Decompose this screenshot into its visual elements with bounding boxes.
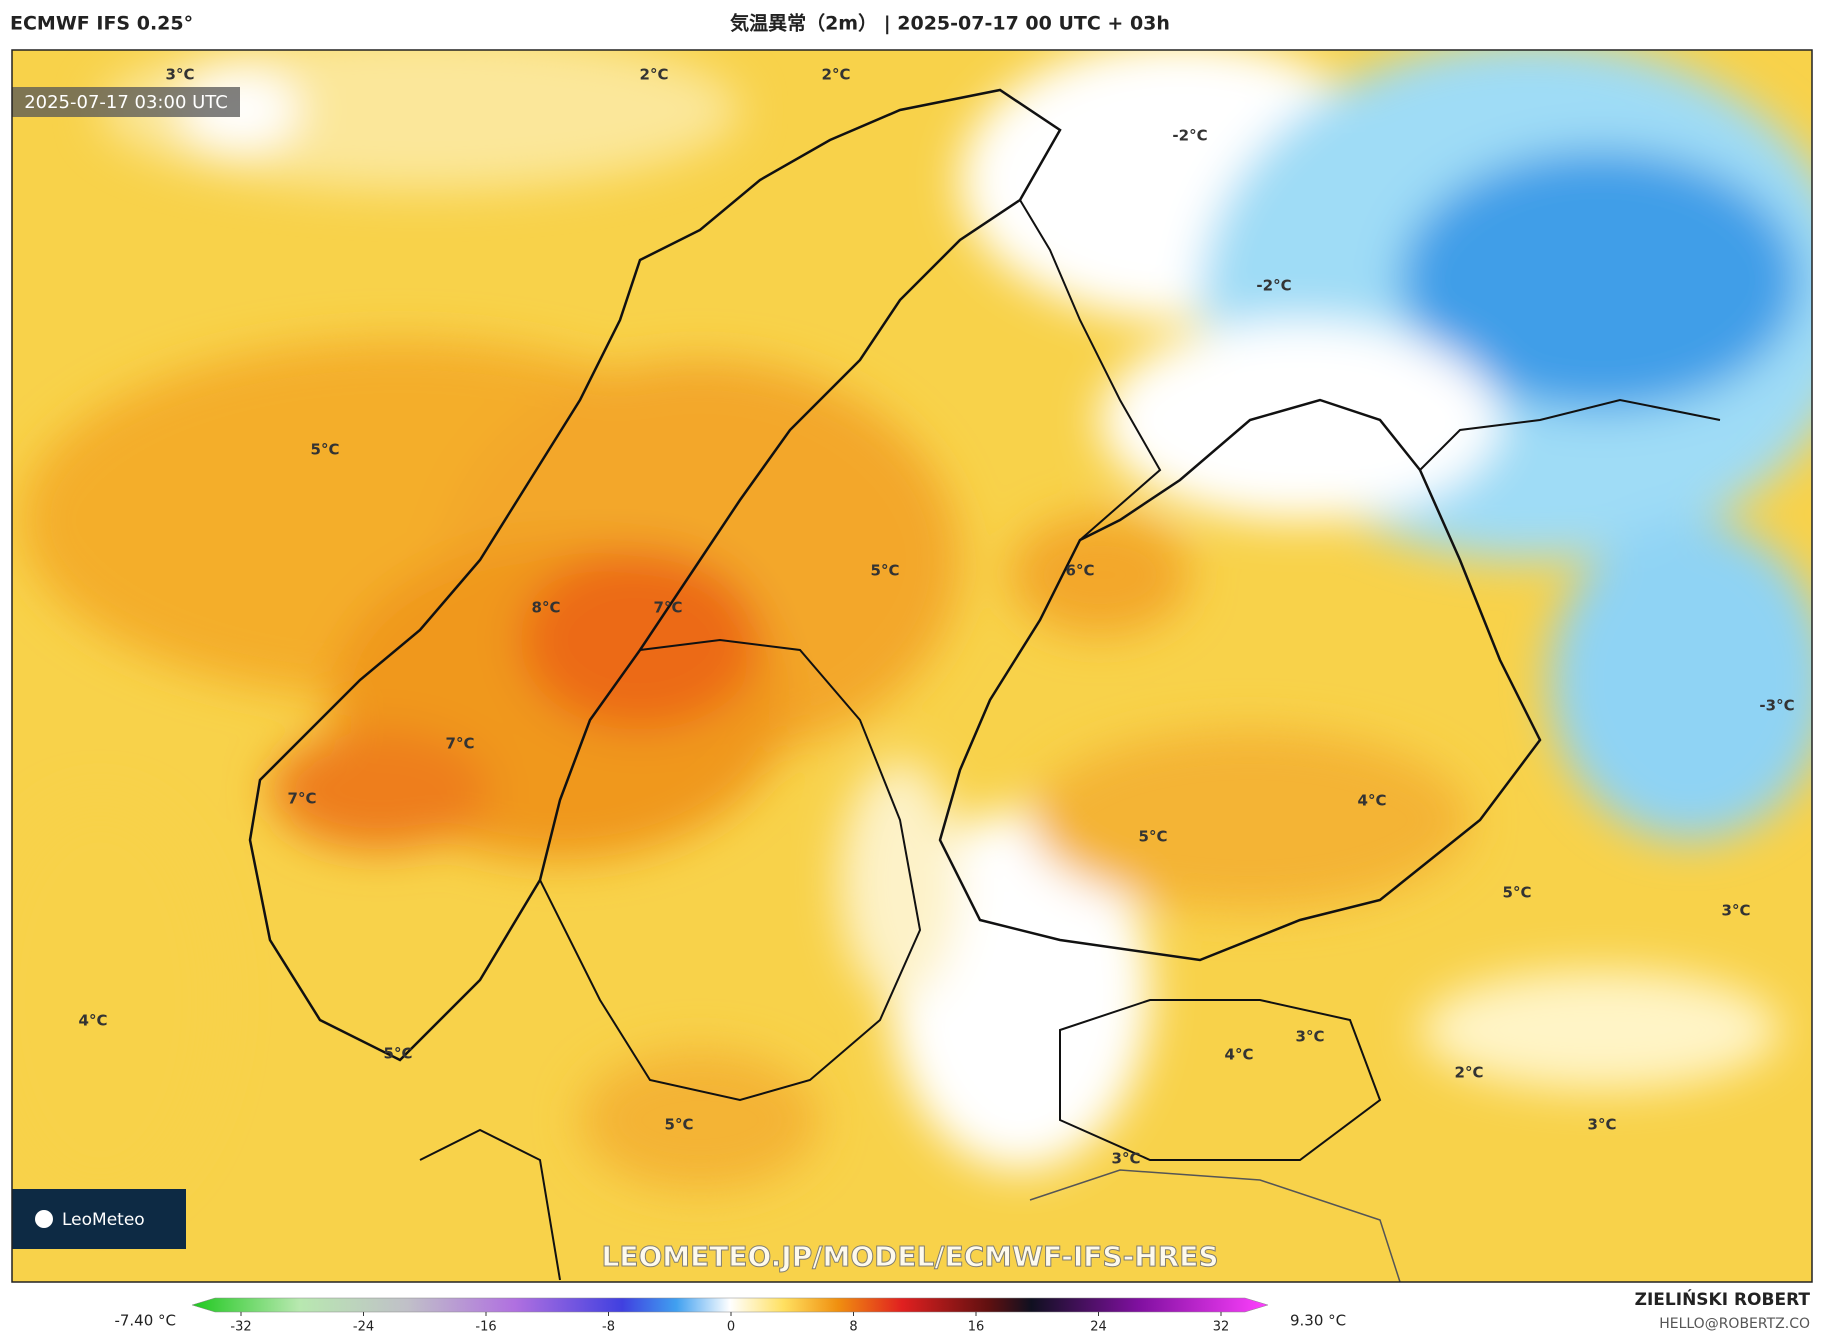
contour-label: 4°C: [1225, 1046, 1254, 1064]
email: HELLO@ROBERTZ.CO: [1659, 1316, 1810, 1332]
map-title: 気温異常（2m） | 2025-07-17 00 UTC + 03h: [730, 12, 1170, 35]
contour-label: 2°C: [822, 66, 851, 84]
contour-labels: 3°C 2°C 2°C -2°C -2°C 5°C 5°C 6°C 8°C 7°…: [79, 66, 1795, 1168]
colorbar-min: -7.40 °C: [114, 1312, 176, 1330]
timestamp: 2025-07-17 03:00 UTC: [24, 92, 228, 113]
contour-label: -2°C: [1256, 277, 1291, 295]
logo-sun: [35, 1210, 53, 1228]
contour-label: 7°C: [654, 599, 683, 617]
contour-label: -2°C: [1172, 127, 1207, 145]
contour-label: 4°C: [1358, 792, 1387, 810]
contour-label: 8°C: [532, 599, 561, 617]
colorbar-tick-label: 16: [968, 1320, 985, 1335]
contour-label: 3°C: [1588, 1116, 1617, 1134]
contour-label: 2°C: [1455, 1064, 1484, 1082]
model-name: ECMWF IFS 0.25°: [10, 13, 193, 35]
map: 3°C 2°C 2°C -2°C -2°C 5°C 5°C 6°C 8°C 7°…: [12, 50, 1812, 1282]
contour-label: 5°C: [384, 1045, 413, 1063]
contour-label: -3°C: [1759, 697, 1794, 715]
colorbar-tick-label: -16: [475, 1320, 496, 1335]
contour-label: 3°C: [1722, 902, 1751, 920]
contour-label: 5°C: [1503, 884, 1532, 902]
contour-label: 7°C: [446, 735, 475, 753]
contour-label: 2°C: [640, 66, 669, 84]
author: ZIELIŃSKI ROBERT: [1635, 1288, 1811, 1310]
colorbar-tick-label: 24: [1090, 1320, 1107, 1335]
contour-label: 3°C: [166, 66, 195, 84]
contour-label: 5°C: [1139, 828, 1168, 846]
contour-label: 7°C: [288, 790, 317, 808]
colorbar-tick-label: 0: [727, 1320, 735, 1335]
colorbar-tick-label: -32: [230, 1320, 251, 1335]
contour-label: 5°C: [665, 1116, 694, 1134]
contour-label: 3°C: [1112, 1150, 1141, 1168]
contour-label: 3°C: [1296, 1028, 1325, 1046]
watermark: LEOMETEO.JP/MODEL/ECMWF-IFS-HRES: [601, 1240, 1218, 1273]
logo: LeoMeteo: [62, 1210, 145, 1230]
colorbar: [191, 1297, 1269, 1313]
contour-label: 4°C: [79, 1012, 108, 1030]
colorbar-tick-label: 32: [1213, 1320, 1230, 1335]
colorbar-tick-label: -24: [353, 1320, 374, 1335]
colorbar-tick-label: 8: [849, 1320, 857, 1335]
contour-label: 6°C: [1066, 562, 1095, 580]
map-frame: [11, 49, 1813, 1283]
contour-label: 5°C: [311, 441, 340, 459]
colorbar-tick-label: -8: [602, 1320, 615, 1335]
contour-label: 5°C: [871, 562, 900, 580]
timestamp-box: [12, 87, 240, 117]
colorbar-max: 9.30 °C: [1290, 1312, 1346, 1330]
